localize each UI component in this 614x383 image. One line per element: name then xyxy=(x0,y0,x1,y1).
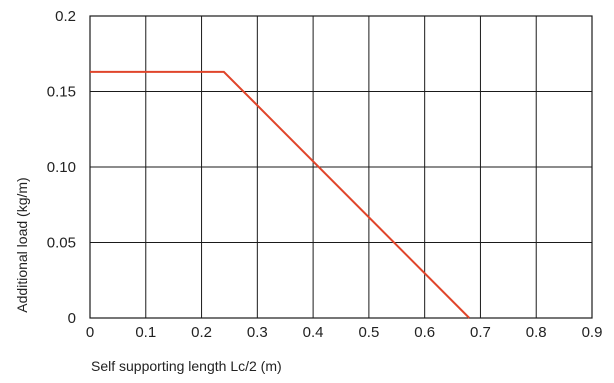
x-tick-label: 0.4 xyxy=(303,324,324,341)
x-tick-label: 0.8 xyxy=(526,324,547,341)
x-tick-label: 0.6 xyxy=(414,324,435,341)
y-axis-title: Additional load (kg/m) xyxy=(14,177,30,312)
x-tick-label: 0.9 xyxy=(582,324,603,341)
grid xyxy=(89,15,593,319)
series-line xyxy=(90,70,470,319)
x-tick-label: 0.3 xyxy=(247,324,268,341)
x-tick-label: 0.1 xyxy=(135,324,156,341)
x-tick-label: 0.7 xyxy=(470,324,491,341)
x-tick-labels: 0 0.1 0.2 0.3 0.4 0.5 0.6 0.7 0.8 0.9 xyxy=(86,324,603,341)
y-tick-label: 0.15 xyxy=(47,84,76,101)
plot-frame xyxy=(89,15,593,319)
x-tick-label: 0 xyxy=(86,324,94,341)
y-tick-label: 0.2 xyxy=(55,8,76,25)
series-layer xyxy=(90,70,470,319)
y-tick-label: 0.05 xyxy=(47,235,76,252)
x-tick-label: 0.2 xyxy=(191,324,212,341)
y-tick-label: 0.10 xyxy=(47,159,76,176)
x-tick-label: 0.5 xyxy=(358,324,379,341)
y-tick-label: 0 xyxy=(68,310,76,327)
x-axis-title: Self supporting length Lc/2 (m) xyxy=(91,358,282,374)
y-tick-labels: 0 0.05 0.10 0.15 0.2 xyxy=(47,8,76,327)
